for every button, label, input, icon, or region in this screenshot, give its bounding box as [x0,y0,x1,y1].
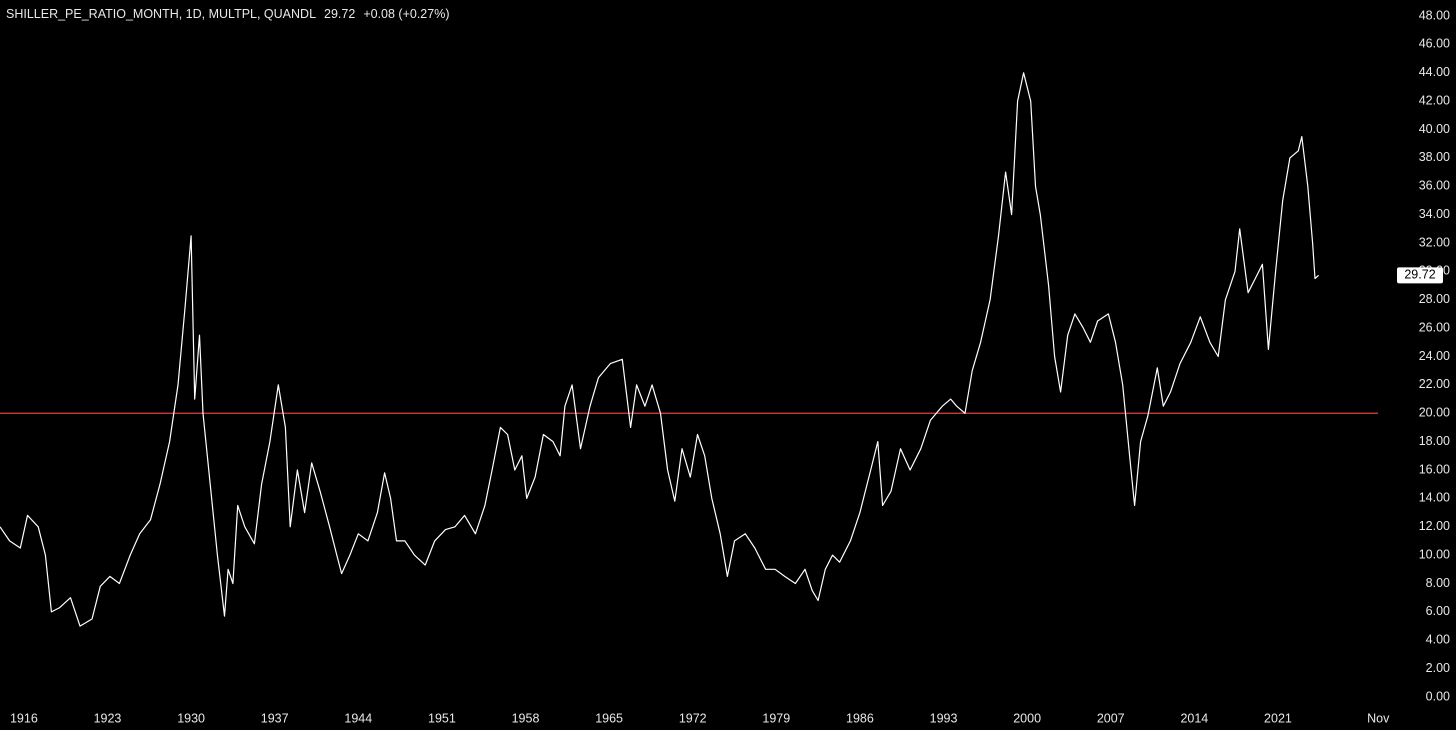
y-tick-label: 44.00 [1419,65,1450,79]
y-tick-label: 12.00 [1419,519,1450,533]
y-tick-label: 48.00 [1419,8,1450,22]
y-tick-label: 4.00 [1426,633,1450,647]
x-tick-label: 1993 [930,711,958,725]
x-tick-label: 1923 [94,711,122,725]
last-value: 29.72 [324,7,355,21]
y-tick-label: 0.00 [1426,689,1450,703]
x-tick-label: 1930 [177,711,205,725]
x-tick-label: 1958 [512,711,540,725]
x-tick-label: 1972 [679,711,707,725]
symbol: SHILLER_PE_RATIO_MONTH, 1D, MULTPL, QUAN… [6,7,316,21]
y-tick-label: 2.00 [1426,661,1450,675]
series-line [0,72,1319,627]
x-tick-label: 1965 [595,711,623,725]
y-tick-label: 32.00 [1419,235,1450,249]
y-tick-label: 46.00 [1419,37,1450,51]
y-tick-label: 38.00 [1419,150,1450,164]
chart-title: SHILLER_PE_RATIO_MONTH, 1D, MULTPL, QUAN… [6,7,449,21]
y-tick-label: 6.00 [1426,604,1450,618]
y-tick-label: 24.00 [1419,349,1450,363]
x-tick-label: 1986 [846,711,874,725]
x-tick-label: 1944 [344,711,372,725]
last-value-badge [1397,267,1443,284]
y-tick-label: 14.00 [1419,491,1450,505]
y-tick-label: 18.00 [1419,434,1450,448]
x-tick-label: 2007 [1097,711,1125,725]
y-tick-label: 22.00 [1419,377,1450,391]
change: +0.08 (+0.27%) [363,7,449,21]
x-tick-label: 2014 [1180,711,1208,725]
y-tick-label: 42.00 [1419,93,1450,107]
x-tick-label: 2000 [1013,711,1041,725]
y-tick-label: 36.00 [1419,179,1450,193]
last-value-label: 29.72 [1404,268,1435,282]
y-tick-label: 16.00 [1419,462,1450,476]
y-tick-label: 8.00 [1426,576,1450,590]
x-tick-label: 1979 [762,711,790,725]
y-tick-label: 34.00 [1419,207,1450,221]
x-tick-label: 1951 [428,711,456,725]
x-tick-label: 1916 [10,711,38,725]
y-tick-label: 20.00 [1419,406,1450,420]
y-tick-label: 26.00 [1419,320,1450,334]
y-tick-label: 28.00 [1419,292,1450,306]
x-tick-label: 1937 [261,711,289,725]
y-tick-label: 10.00 [1419,547,1450,561]
x-tick-label: Nov [1367,711,1390,725]
x-tick-label: 2021 [1264,711,1292,725]
y-tick-label: 40.00 [1419,122,1450,136]
